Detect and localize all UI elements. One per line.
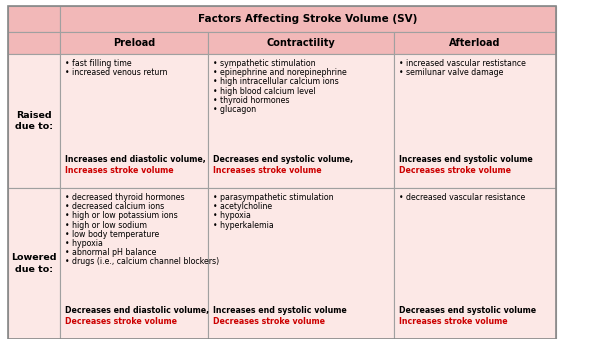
Bar [60, 6, 556, 32]
Bar [394, 32, 556, 54]
Text: • decreased thyroid hormones: • decreased thyroid hormones [65, 193, 185, 202]
Text: Increases stroke volume: Increases stroke volume [213, 166, 322, 175]
Text: Decreases end diastolic volume,: Decreases end diastolic volume, [65, 306, 209, 315]
Bar [60, 32, 208, 54]
Text: • hyperkalemia: • hyperkalemia [213, 221, 274, 230]
Text: Increases end diastolic volume,: Increases end diastolic volume, [65, 155, 206, 164]
Text: • fast filling time: • fast filling time [65, 59, 131, 68]
Text: • decreased calcium ions: • decreased calcium ions [65, 202, 164, 211]
Text: • acetylcholine: • acetylcholine [213, 202, 272, 211]
Text: Decreases end systolic volume: Decreases end systolic volume [399, 306, 536, 315]
Text: Decreases stroke volume: Decreases stroke volume [399, 166, 511, 175]
Text: • high blood calcium level: • high blood calcium level [213, 86, 316, 96]
Text: • high intracellular calcium ions: • high intracellular calcium ions [213, 77, 339, 86]
Text: • semilunar valve damage: • semilunar valve damage [399, 68, 503, 77]
Text: Decreases end systolic volume,: Decreases end systolic volume, [213, 155, 353, 164]
Text: • decreased vascular resistance: • decreased vascular resistance [399, 193, 525, 202]
Text: • thyroid hormones: • thyroid hormones [213, 96, 290, 105]
Text: • hypoxia: • hypoxia [213, 212, 251, 220]
Text: Factors Affecting Stroke Volume (SV): Factors Affecting Stroke Volume (SV) [199, 14, 418, 24]
Text: Raised
due to:: Raised due to: [15, 111, 53, 132]
Bar [60, 188, 208, 339]
Bar [208, 188, 394, 339]
Text: Afterload: Afterload [449, 38, 501, 48]
Text: • increased vascular restistance: • increased vascular restistance [399, 59, 526, 68]
Text: Increases end systolic volume: Increases end systolic volume [213, 306, 347, 315]
Bar [8, 6, 60, 32]
Text: Contractility: Contractility [266, 38, 335, 48]
Text: Increases stroke volume: Increases stroke volume [399, 317, 508, 326]
Bar [8, 54, 60, 188]
Text: • epinephrine and norepinephrine: • epinephrine and norepinephrine [213, 68, 347, 77]
Text: • high or low potassium ions: • high or low potassium ions [65, 212, 178, 220]
Bar [8, 32, 60, 54]
Text: • low body temperature: • low body temperature [65, 230, 159, 239]
Text: • glucagon: • glucagon [213, 105, 256, 114]
Bar [60, 54, 208, 188]
Bar [394, 188, 556, 339]
Text: • high or low sodium: • high or low sodium [65, 221, 147, 230]
Text: Lowered
due to:: Lowered due to: [11, 253, 57, 274]
Text: Decreases stroke volume: Decreases stroke volume [213, 317, 325, 326]
Text: • increased venous return: • increased venous return [65, 68, 167, 77]
Text: • hypoxia: • hypoxia [65, 239, 103, 248]
Bar [8, 188, 60, 339]
Text: Increases end systolic volume: Increases end systolic volume [399, 155, 533, 164]
Text: • drugs (i.e., calcium channel blockers): • drugs (i.e., calcium channel blockers) [65, 257, 219, 266]
Text: • sympathetic stimulation: • sympathetic stimulation [213, 59, 316, 68]
Text: Increases stroke volume: Increases stroke volume [65, 166, 173, 175]
Text: Decreases stroke volume: Decreases stroke volume [65, 317, 177, 326]
Bar [208, 54, 394, 188]
Bar [208, 32, 394, 54]
Text: • abnormal pH balance: • abnormal pH balance [65, 248, 157, 257]
Text: • parasympathetic stimulation: • parasympathetic stimulation [213, 193, 334, 202]
Text: Preload: Preload [113, 38, 155, 48]
Bar [394, 54, 556, 188]
